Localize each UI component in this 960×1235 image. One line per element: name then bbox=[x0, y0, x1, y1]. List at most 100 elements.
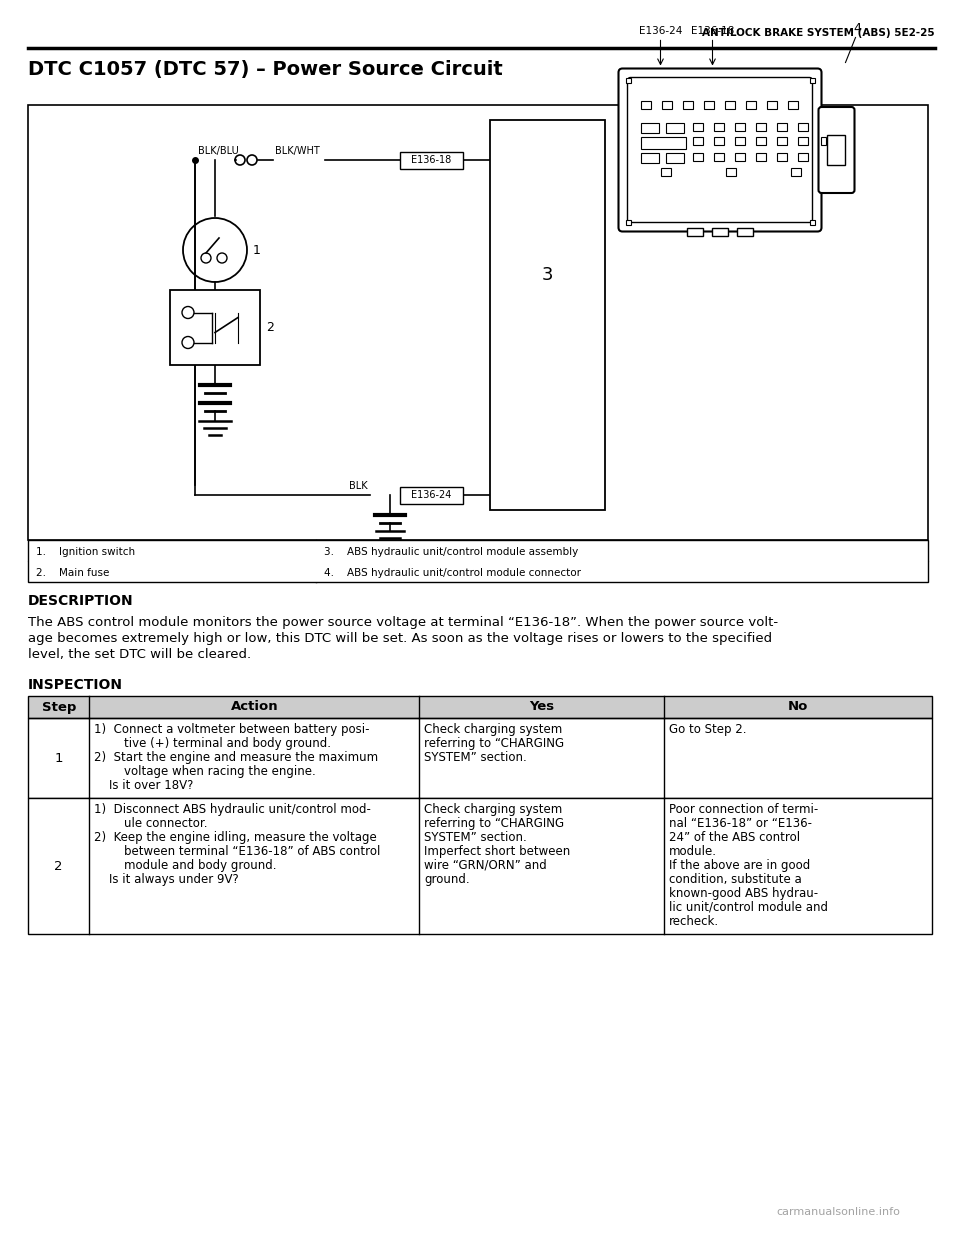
Text: Step: Step bbox=[41, 700, 76, 714]
Text: carmanualsonline.info: carmanualsonline.info bbox=[776, 1207, 900, 1216]
Bar bbox=[692, 152, 703, 161]
Text: The ABS control module monitors the power source voltage at terminal “E136-18”. : The ABS control module monitors the powe… bbox=[28, 616, 779, 629]
Bar bbox=[687, 227, 703, 236]
Text: Is it always under 9V?: Is it always under 9V? bbox=[94, 873, 239, 885]
Text: BLK/BLU: BLK/BLU bbox=[198, 146, 239, 156]
Bar bbox=[400, 152, 463, 169]
Bar bbox=[665, 122, 684, 132]
Text: referring to “CHARGING: referring to “CHARGING bbox=[424, 818, 564, 830]
Bar bbox=[713, 137, 724, 144]
Bar bbox=[28, 697, 932, 718]
FancyBboxPatch shape bbox=[819, 107, 854, 193]
Text: E136-18: E136-18 bbox=[412, 156, 451, 165]
Bar bbox=[734, 152, 745, 161]
Text: ground.: ground. bbox=[424, 873, 470, 885]
Text: age becomes extremely high or low, this DTC will be set. As soon as the voltage : age becomes extremely high or low, this … bbox=[28, 632, 772, 645]
Bar bbox=[713, 122, 724, 131]
Text: 2: 2 bbox=[266, 321, 274, 333]
Text: module.: module. bbox=[668, 845, 716, 858]
Bar bbox=[28, 540, 928, 582]
FancyBboxPatch shape bbox=[628, 78, 812, 222]
Bar bbox=[28, 798, 932, 934]
Text: Action: Action bbox=[230, 700, 278, 714]
Text: between terminal “E136-18” of ABS control: between terminal “E136-18” of ABS contro… bbox=[94, 845, 381, 858]
Text: voltage when racing the engine.: voltage when racing the engine. bbox=[94, 764, 316, 778]
Bar bbox=[809, 220, 814, 225]
Text: 4: 4 bbox=[853, 22, 861, 36]
Text: 1: 1 bbox=[253, 243, 261, 257]
Bar bbox=[787, 100, 798, 109]
Text: Check charging system: Check charging system bbox=[424, 803, 563, 816]
Bar bbox=[777, 137, 786, 144]
Bar bbox=[798, 152, 807, 161]
Bar bbox=[746, 100, 756, 109]
Bar bbox=[777, 122, 786, 131]
Bar bbox=[737, 227, 753, 236]
Bar bbox=[28, 697, 932, 718]
Text: 24” of the ABS control: 24” of the ABS control bbox=[668, 831, 800, 844]
Bar bbox=[626, 78, 631, 83]
Bar bbox=[170, 290, 260, 366]
Bar bbox=[734, 122, 745, 131]
Bar bbox=[490, 120, 605, 510]
Text: SYSTEM” section.: SYSTEM” section. bbox=[424, 831, 527, 844]
Text: 2: 2 bbox=[55, 860, 63, 872]
Bar bbox=[821, 137, 826, 144]
Text: SYSTEM” section.: SYSTEM” section. bbox=[424, 751, 527, 764]
Text: module and body ground.: module and body ground. bbox=[94, 860, 277, 872]
Bar bbox=[692, 137, 703, 144]
Bar bbox=[726, 168, 735, 175]
Text: 2.    Main fuse: 2. Main fuse bbox=[36, 568, 109, 578]
Bar bbox=[725, 100, 734, 109]
Bar bbox=[665, 152, 684, 163]
Bar bbox=[798, 122, 807, 131]
Text: 3: 3 bbox=[541, 266, 553, 284]
Text: Imperfect short between: Imperfect short between bbox=[424, 845, 570, 858]
Bar bbox=[809, 78, 814, 83]
Bar bbox=[28, 718, 932, 798]
Bar bbox=[640, 122, 659, 132]
Bar bbox=[704, 100, 713, 109]
Text: Check charging system: Check charging system bbox=[424, 722, 563, 736]
Text: known-good ABS hydrau-: known-good ABS hydrau- bbox=[668, 887, 818, 900]
Bar bbox=[756, 122, 765, 131]
Text: 1)  Connect a voltmeter between battery posi-: 1) Connect a voltmeter between battery p… bbox=[94, 722, 370, 736]
Text: Go to Step 2.: Go to Step 2. bbox=[668, 722, 746, 736]
Text: BLK: BLK bbox=[349, 480, 368, 492]
Bar bbox=[683, 100, 692, 109]
Text: 3.    ABS hydraulic unit/control module assembly: 3. ABS hydraulic unit/control module ass… bbox=[324, 547, 578, 557]
Bar bbox=[692, 122, 703, 131]
Text: ANTILOCK BRAKE SYSTEM (ABS) 5E2-25: ANTILOCK BRAKE SYSTEM (ABS) 5E2-25 bbox=[703, 28, 935, 38]
Bar bbox=[640, 100, 651, 109]
Text: lic unit/control module and: lic unit/control module and bbox=[668, 902, 828, 914]
Text: 1.    Ignition switch: 1. Ignition switch bbox=[36, 547, 135, 557]
Text: INSPECTION: INSPECTION bbox=[28, 678, 123, 692]
Text: tive (+) terminal and body ground.: tive (+) terminal and body ground. bbox=[94, 737, 331, 750]
Bar bbox=[827, 135, 845, 165]
Bar bbox=[640, 137, 685, 148]
Bar bbox=[756, 137, 765, 144]
Bar bbox=[661, 100, 671, 109]
Text: level, the set DTC will be cleared.: level, the set DTC will be cleared. bbox=[28, 648, 252, 661]
Text: E136-24: E136-24 bbox=[638, 26, 683, 36]
Text: nal “E136-18” or “E136-: nal “E136-18” or “E136- bbox=[668, 818, 811, 830]
Bar bbox=[660, 168, 670, 175]
Text: E136-18: E136-18 bbox=[691, 26, 734, 36]
Bar bbox=[756, 152, 765, 161]
Text: referring to “CHARGING: referring to “CHARGING bbox=[424, 737, 564, 750]
Bar bbox=[734, 137, 745, 144]
Text: condition, substitute a: condition, substitute a bbox=[668, 873, 802, 885]
Text: E136-24: E136-24 bbox=[411, 490, 452, 500]
Bar bbox=[777, 152, 786, 161]
Text: 1: 1 bbox=[55, 752, 63, 764]
Text: 1)  Disconnect ABS hydraulic unit/control mod-: 1) Disconnect ABS hydraulic unit/control… bbox=[94, 803, 372, 816]
Text: ule connector.: ule connector. bbox=[94, 818, 208, 830]
Text: wire “GRN/ORN” and: wire “GRN/ORN” and bbox=[424, 860, 547, 872]
Bar bbox=[626, 220, 631, 225]
Text: DTC C1057 (DTC 57) – Power Source Circuit: DTC C1057 (DTC 57) – Power Source Circui… bbox=[28, 61, 503, 79]
Bar bbox=[766, 100, 777, 109]
Bar bbox=[400, 487, 463, 504]
Bar bbox=[28, 105, 928, 540]
Text: recheck.: recheck. bbox=[668, 915, 719, 927]
Bar bbox=[790, 168, 801, 175]
